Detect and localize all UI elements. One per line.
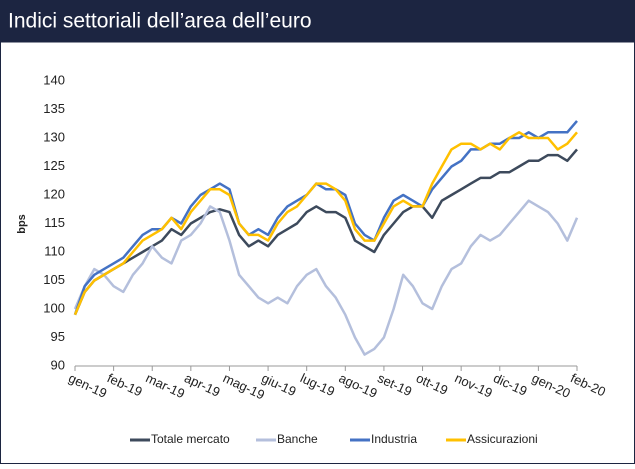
y-tick-label: 125 [43, 158, 65, 173]
y-tick-label: 130 [43, 129, 65, 144]
y-tick-label: 105 [43, 272, 65, 287]
legend-label: Banche [277, 432, 318, 446]
y-tick-label: 140 [43, 72, 65, 87]
x-tick-label: nov-19 [452, 370, 494, 400]
title-bar [0, 0, 635, 42]
y-tick-label: 120 [43, 186, 65, 201]
y-axis-label: bps [16, 214, 28, 234]
x-tick-label: ago-19 [337, 370, 380, 401]
x-tick-label: feb-20 [568, 370, 608, 399]
x-tick-label: mar-19 [144, 370, 188, 401]
chart-title: Indici settoriali dell’area dell’euro [8, 10, 312, 33]
y-tick-label: 100 [43, 300, 65, 315]
x-tick-label: ott-19 [414, 370, 450, 398]
series-line [73, 120, 578, 316]
y-tick-label: 90 [51, 357, 65, 372]
x-tick-label: apr-19 [182, 370, 222, 399]
y-tick-label: 95 [51, 329, 65, 344]
x-tick-label: gen-19 [66, 370, 109, 401]
series-line [73, 131, 578, 316]
x-tick-label: set-19 [375, 370, 414, 399]
y-tick-label: 110 [44, 243, 65, 258]
x-tick-label: gen-20 [530, 370, 573, 401]
legend-label: Industria [371, 432, 417, 446]
series-line [73, 199, 579, 356]
y-tick-label: 115 [44, 215, 65, 230]
x-tick-label: lug-19 [298, 370, 337, 399]
x-tick-label: mag-19 [221, 370, 267, 402]
y-tick-label: 135 [43, 101, 65, 116]
frame [0, 41, 635, 464]
legend-label: Assicurazioni [467, 432, 538, 446]
x-tick-label: feb-19 [105, 370, 145, 399]
x-tick-label: dic-19 [491, 370, 529, 399]
x-tick-label: giu-19 [259, 370, 298, 399]
series-line [73, 148, 578, 316]
legend-label: Totale mercato [151, 432, 230, 446]
